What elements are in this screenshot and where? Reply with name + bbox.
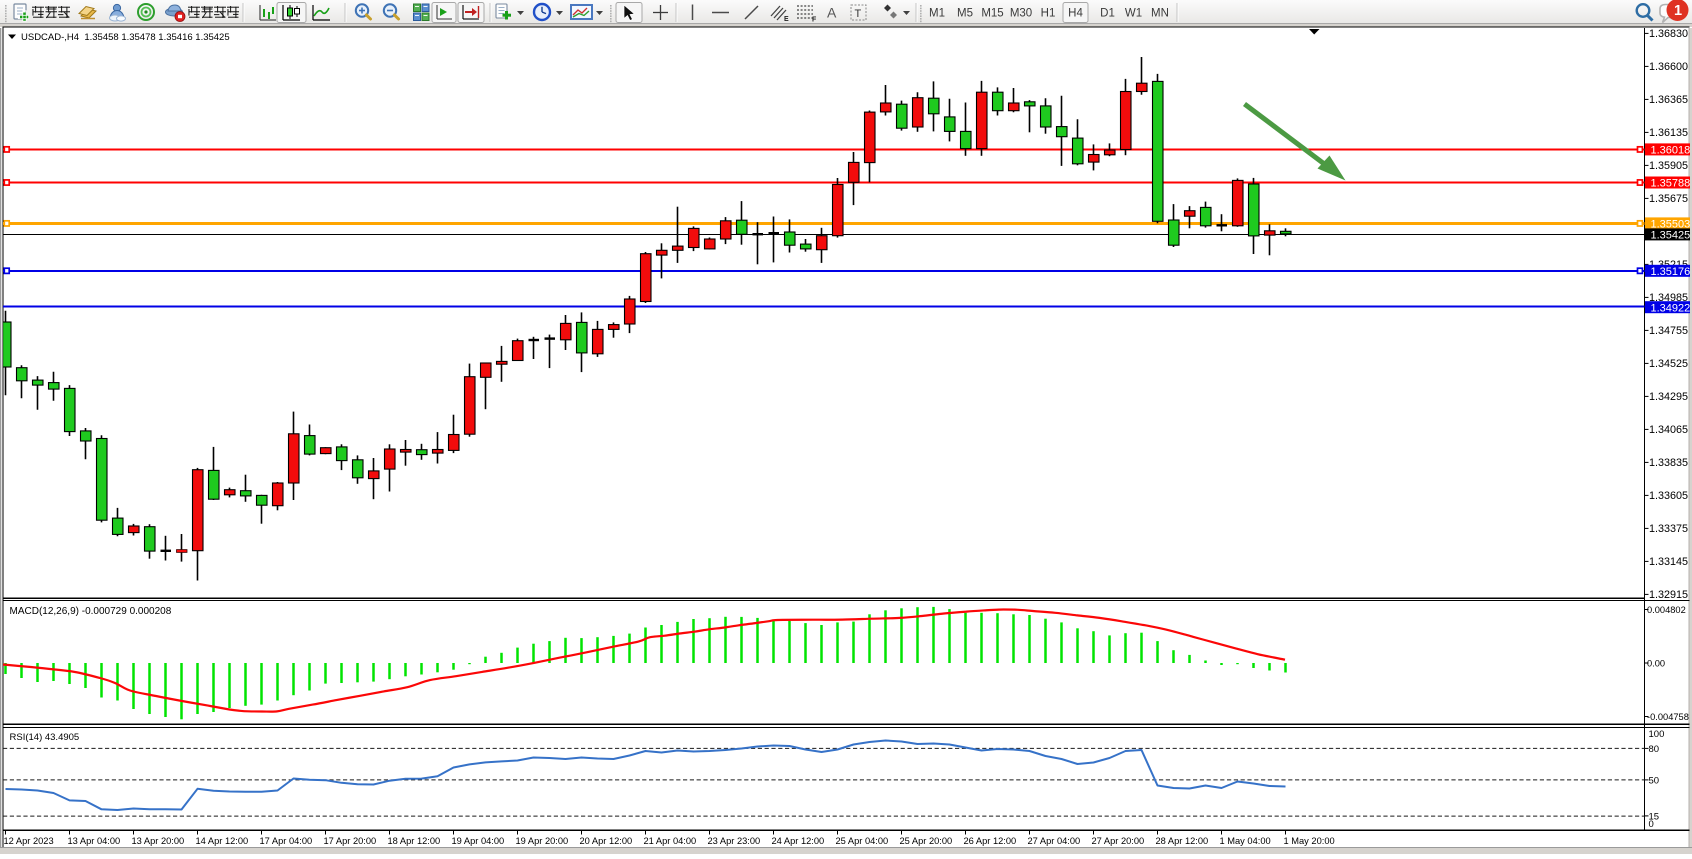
- svg-text:1.36135: 1.36135: [1649, 127, 1688, 139]
- svg-text:F: F: [812, 17, 817, 24]
- svg-text:M1: M1: [929, 8, 945, 20]
- svg-text:19 Apr 20:00: 19 Apr 20:00: [516, 836, 569, 846]
- svg-text:14 Apr 12:00: 14 Apr 12:00: [196, 836, 249, 846]
- svg-text:1.34295: 1.34295: [1649, 391, 1688, 403]
- svg-text:23 Apr 23:00: 23 Apr 23:00: [708, 836, 761, 846]
- svg-text:1.35425: 1.35425: [1651, 230, 1691, 242]
- svg-text:H4: H4: [1068, 8, 1083, 20]
- svg-text:1.33605: 1.33605: [1649, 490, 1688, 502]
- svg-text:1.36365: 1.36365: [1649, 94, 1688, 106]
- svg-text:1.34525: 1.34525: [1649, 358, 1688, 370]
- svg-text:1.34065: 1.34065: [1649, 424, 1688, 436]
- svg-text:T: T: [855, 8, 862, 20]
- svg-text:25 Apr 20:00: 25 Apr 20:00: [900, 836, 953, 846]
- svg-text:RSI(14) 43.4905: RSI(14) 43.4905: [10, 732, 80, 743]
- svg-text:13 Apr 04:00: 13 Apr 04:00: [68, 836, 121, 846]
- svg-text:0.00: 0.00: [1647, 659, 1665, 669]
- svg-text:1.35905: 1.35905: [1649, 160, 1688, 172]
- svg-text:18 Apr 12:00: 18 Apr 12:00: [388, 836, 441, 846]
- svg-text:17 Apr 04:00: 17 Apr 04:00: [260, 836, 313, 846]
- svg-text:1.33835: 1.33835: [1649, 457, 1688, 469]
- svg-text:13 Apr 20:00: 13 Apr 20:00: [132, 836, 185, 846]
- svg-text:1.36600: 1.36600: [1649, 61, 1688, 73]
- svg-text:0: 0: [1649, 819, 1654, 830]
- svg-text:1.34922: 1.34922: [1651, 302, 1691, 314]
- svg-text:1.33145: 1.33145: [1649, 556, 1688, 568]
- svg-text:M5: M5: [957, 8, 973, 20]
- svg-text:H1: H1: [1041, 8, 1056, 20]
- svg-text:50: 50: [1649, 775, 1660, 786]
- svg-text:USDCAD-,H4 1.35458 1.35478 1.: USDCAD-,H4 1.35458 1.35478 1.35416 1.354…: [21, 32, 230, 43]
- svg-text:26 Apr 12:00: 26 Apr 12:00: [964, 836, 1017, 846]
- svg-text:1.36018: 1.36018: [1651, 145, 1691, 157]
- svg-text:1.35675: 1.35675: [1649, 193, 1688, 205]
- svg-text:28 Apr 12:00: 28 Apr 12:00: [1156, 836, 1209, 846]
- svg-text:1.36830: 1.36830: [1649, 28, 1688, 40]
- svg-text:17 Apr 20:00: 17 Apr 20:00: [324, 836, 377, 846]
- svg-text:12 Apr 2023: 12 Apr 2023: [4, 836, 54, 846]
- svg-text:MACD(12,26,9) -0.000729 0.0002: MACD(12,26,9) -0.000729 0.000208: [10, 606, 172, 617]
- svg-text:100: 100: [1649, 729, 1665, 740]
- svg-text:-0.004758: -0.004758: [1647, 712, 1689, 722]
- svg-text:1.33375: 1.33375: [1649, 523, 1688, 535]
- svg-text:25 Apr 04:00: 25 Apr 04:00: [836, 836, 889, 846]
- svg-text:E: E: [784, 16, 789, 23]
- svg-text:1 May 20:00: 1 May 20:00: [1284, 836, 1335, 846]
- svg-text:1.35176: 1.35176: [1651, 266, 1691, 278]
- svg-text:1.32915: 1.32915: [1649, 589, 1688, 601]
- svg-text:24 Apr 12:00: 24 Apr 12:00: [772, 836, 825, 846]
- svg-text:1 May 04:00: 1 May 04:00: [1220, 836, 1271, 846]
- svg-text:W1: W1: [1125, 8, 1142, 20]
- svg-text:M15: M15: [981, 8, 1003, 20]
- svg-text:20 Apr 12:00: 20 Apr 12:00: [580, 836, 633, 846]
- svg-text:1.35788: 1.35788: [1651, 178, 1691, 190]
- svg-text:80: 80: [1649, 744, 1660, 755]
- svg-text:19 Apr 04:00: 19 Apr 04:00: [452, 836, 505, 846]
- svg-text:21 Apr 04:00: 21 Apr 04:00: [644, 836, 697, 846]
- svg-text:27 Apr 04:00: 27 Apr 04:00: [1028, 836, 1081, 846]
- svg-text:1: 1: [1674, 3, 1682, 19]
- svg-text:1.34755: 1.34755: [1649, 325, 1688, 337]
- svg-text:0.004802: 0.004802: [1647, 605, 1686, 615]
- svg-text:27 Apr 20:00: 27 Apr 20:00: [1092, 836, 1145, 846]
- svg-text:A: A: [827, 5, 837, 21]
- svg-text:MN: MN: [1151, 8, 1169, 20]
- svg-text:D1: D1: [1100, 8, 1115, 20]
- svg-text:M30: M30: [1010, 8, 1032, 20]
